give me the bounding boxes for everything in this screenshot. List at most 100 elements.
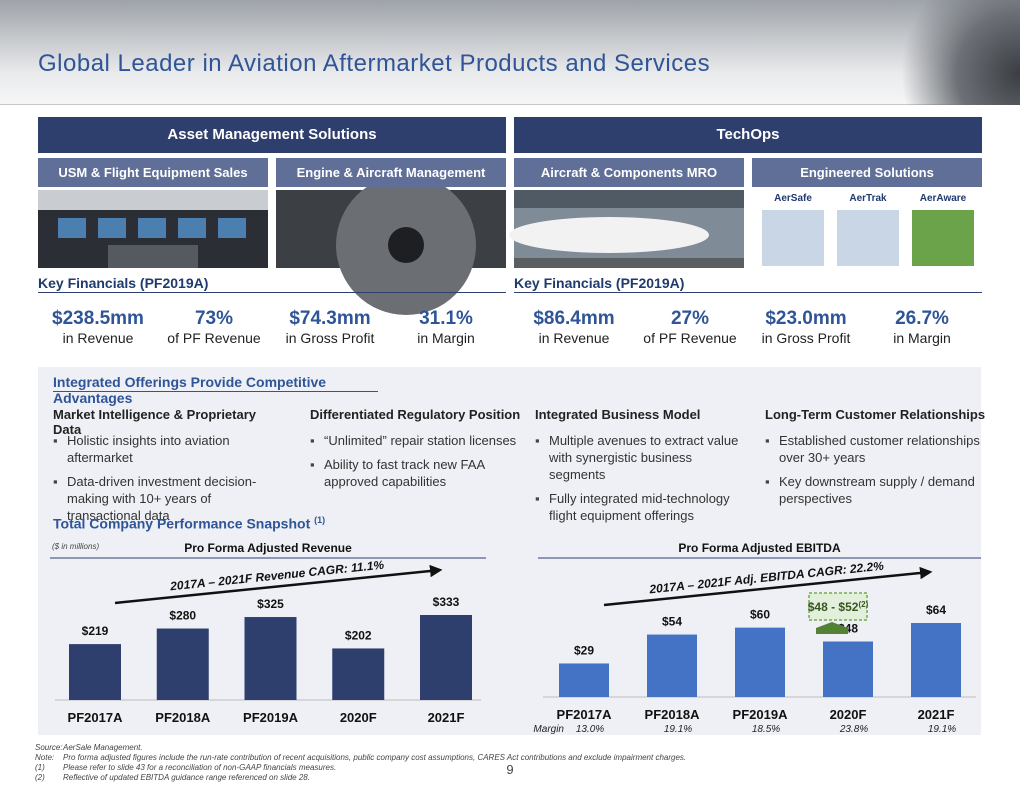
metric-value: 26.7% bbox=[895, 308, 949, 329]
chart-title: Pro Forma Adjusted EBITDA bbox=[678, 541, 841, 555]
chart-title: Pro Forma Adjusted Revenue bbox=[184, 541, 352, 555]
value-label: $54 bbox=[662, 615, 682, 629]
key-financials-title: Key Financials (PF2019A) bbox=[514, 275, 982, 293]
segment-header: TechOps bbox=[514, 117, 982, 153]
footnote-mark: Source: bbox=[35, 743, 63, 752]
metric-label: in Margin bbox=[417, 330, 475, 346]
category-label: PF2019A bbox=[243, 710, 299, 725]
offerings-title: Integrated Offerings Provide Competitive… bbox=[53, 374, 378, 406]
bar bbox=[244, 617, 297, 700]
callout-text: $48 - $52(2) bbox=[808, 600, 869, 614]
footnote-text: AerSale Management. bbox=[63, 743, 143, 752]
page-number: 9 bbox=[506, 762, 514, 777]
logo-panel bbox=[837, 210, 899, 266]
snapshot-title: Total Company Performance Snapshot (1) bbox=[53, 515, 325, 532]
footnote-text: Pro forma adjusted figures include the r… bbox=[63, 753, 687, 762]
metric-label: in Gross Profit bbox=[285, 330, 375, 346]
metric-label: in Gross Profit bbox=[761, 330, 851, 346]
image-screen bbox=[98, 218, 126, 238]
metric-value: 31.1% bbox=[419, 308, 473, 329]
margin-title: Margin bbox=[533, 724, 564, 735]
logo-text: AerSafe bbox=[774, 193, 812, 204]
value-label: $333 bbox=[433, 595, 460, 609]
footnote-text: Reflective of updated EBITDA guidance ra… bbox=[63, 773, 310, 782]
key-financials-title: Key Financials (PF2019A) bbox=[38, 275, 506, 293]
image-panel bbox=[38, 190, 268, 210]
image-floor bbox=[514, 258, 744, 268]
margin-label: 13.0% bbox=[576, 724, 604, 735]
bar bbox=[647, 634, 697, 697]
bullet: Multiple avenues to extract value with s… bbox=[535, 432, 740, 483]
bullet-list: Holistic insights into aviation aftermar… bbox=[53, 432, 278, 531]
metric-value: $74.3mm bbox=[289, 308, 371, 329]
metric-value: $23.0mm bbox=[765, 308, 847, 329]
bar bbox=[156, 628, 209, 700]
footnote-mark: (1) bbox=[35, 763, 45, 772]
category-label: PF2018A bbox=[645, 707, 701, 722]
offering-heading: Long-Term Customer Relationships bbox=[765, 407, 986, 422]
bullet-list: Multiple avenues to extract value with s… bbox=[535, 432, 740, 531]
unit-image bbox=[38, 190, 268, 268]
bullet: Data-driven investment decision-making w… bbox=[53, 473, 278, 524]
logo-text: AerAware bbox=[920, 193, 967, 204]
image-screen bbox=[58, 218, 86, 238]
slide-title: Global Leader in Aviation Aftermarket Pr… bbox=[38, 50, 711, 77]
segment-header: Asset Management Solutions bbox=[38, 117, 506, 153]
image-screen bbox=[218, 218, 246, 238]
units-note: ($ in millions) bbox=[52, 542, 99, 551]
snapshot-title-text: Total Company Performance Snapshot bbox=[53, 515, 311, 532]
value-label: $202 bbox=[345, 628, 372, 642]
cagr-arrow bbox=[603, 566, 933, 607]
category-label: 2021F bbox=[428, 710, 465, 725]
metric-value: 73% bbox=[194, 308, 234, 329]
unit-image: AerSafe AerTrak AerAware bbox=[752, 190, 982, 268]
metric-value: 27% bbox=[670, 308, 710, 329]
bar bbox=[911, 623, 961, 697]
margin-label: 19.1% bbox=[664, 724, 692, 735]
snapshot-note: (1) bbox=[314, 515, 326, 525]
margin-label: 18.5% bbox=[752, 724, 780, 735]
metric-label: in Revenue bbox=[62, 330, 134, 346]
value-label: $29 bbox=[574, 643, 594, 657]
metric-label: in Revenue bbox=[538, 330, 610, 346]
bullet-list: “Unlimited” repair station licenses Abili… bbox=[310, 432, 535, 497]
header-band bbox=[0, 0, 1020, 105]
cagr-arrow bbox=[114, 564, 443, 605]
bar bbox=[420, 615, 472, 700]
category-label: PF2017A bbox=[68, 710, 124, 725]
category-label: 2020F bbox=[340, 710, 377, 725]
category-label: PF2018A bbox=[155, 710, 211, 725]
bar bbox=[735, 627, 785, 697]
value-label: $280 bbox=[169, 609, 196, 623]
logo-panel bbox=[912, 210, 974, 266]
bar bbox=[559, 663, 609, 697]
cagr-label: 2017A – 2021F Revenue CAGR: 11.1% bbox=[169, 558, 385, 594]
cagr-label: 2017A – 2021F Adj. EBITDA CAGR: 22.2% bbox=[648, 559, 885, 597]
bullet: Established customer relationships over … bbox=[765, 432, 990, 466]
offering-heading: Integrated Business Model bbox=[535, 407, 701, 422]
bullet: Key downstream supply / demand perspecti… bbox=[765, 473, 990, 507]
metric-value: $238.5mm bbox=[52, 308, 144, 329]
image-screen bbox=[178, 218, 206, 238]
metric-label: of PF Revenue bbox=[643, 330, 737, 346]
callout-box bbox=[808, 592, 868, 621]
unit-header: USM & Flight Equipment Sales bbox=[38, 158, 268, 187]
bar bbox=[823, 641, 873, 697]
footnote-text: Please refer to slide 43 for a reconcili… bbox=[63, 763, 337, 772]
header-engine bbox=[880, 0, 1020, 105]
margin-label: 23.8% bbox=[839, 724, 868, 735]
value-label: $60 bbox=[750, 608, 770, 622]
logo-panel bbox=[762, 210, 824, 266]
image-roof bbox=[514, 190, 744, 208]
metric-label: in Margin bbox=[893, 330, 951, 346]
callout-value: $48 - $52 bbox=[808, 600, 859, 614]
bullet-list: Established customer relationships over … bbox=[765, 432, 990, 514]
callout-arrow bbox=[816, 622, 848, 634]
callout-note: (2) bbox=[858, 600, 868, 609]
bullet: Ability to fast track new FAA approved c… bbox=[310, 456, 535, 490]
bar bbox=[332, 648, 385, 700]
value-label: $219 bbox=[82, 624, 109, 638]
unit-image bbox=[276, 175, 506, 315]
image-hub bbox=[388, 227, 424, 263]
